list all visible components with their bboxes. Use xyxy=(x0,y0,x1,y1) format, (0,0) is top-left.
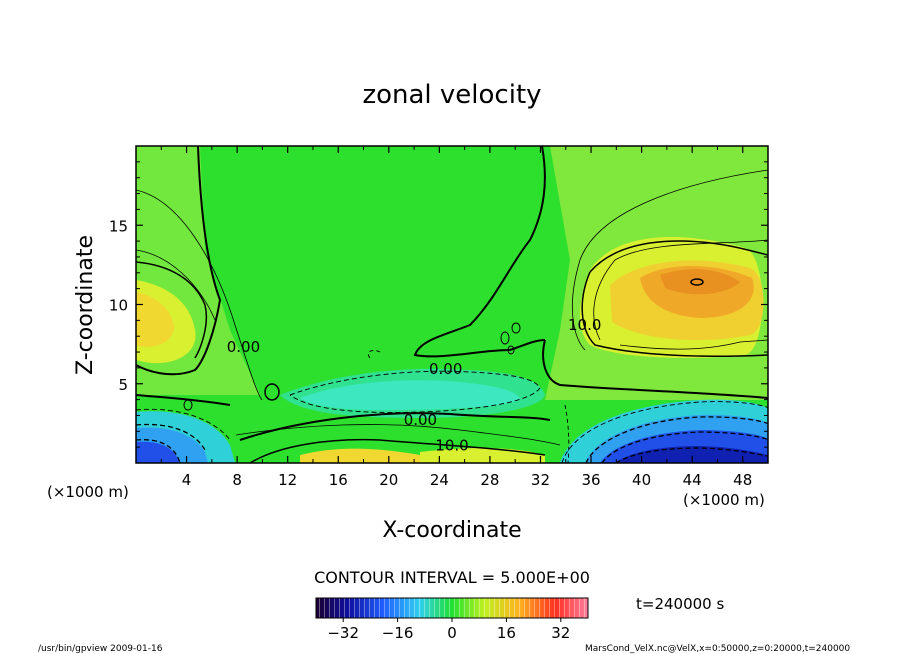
contour-label: 10.0 xyxy=(568,316,601,334)
x-tick-label: 20 xyxy=(379,471,398,489)
x-tick-label: 4 xyxy=(182,471,192,489)
colorbar-tick-label: 0 xyxy=(447,624,457,642)
chart-title: zonal velocity xyxy=(362,80,541,110)
contour-label: 0.00 xyxy=(404,411,437,429)
colorbar-tick-label: 16 xyxy=(497,624,516,642)
colorbar-tick-label: −16 xyxy=(382,624,414,642)
footer-source: MarsCond_VelX.nc@VelX,x=0:50000,z=0:2000… xyxy=(585,644,850,654)
x-unit-label-left: (×1000 m) xyxy=(47,483,129,501)
colorbar-ticks: −32 −16 0 16 32 xyxy=(327,618,570,642)
y-tick-label: 5 xyxy=(118,376,128,394)
contour-label: 0.00 xyxy=(429,360,462,378)
x-tick-label: 40 xyxy=(632,471,651,489)
colorbar-stripes xyxy=(316,598,588,618)
y-axis-title: Z-coordinate xyxy=(73,235,98,375)
y-tick-label: 10 xyxy=(109,297,128,315)
x-tick-label: 32 xyxy=(531,471,550,489)
footer-program: /usr/bin/gpview 2009-01-16 xyxy=(38,644,163,654)
x-axis-title: X-coordinate xyxy=(382,518,521,543)
x-tick-label: 8 xyxy=(232,471,242,489)
contour-interval-label: CONTOUR INTERVAL = 5.000E+00 xyxy=(314,568,590,587)
x-tick-label: 16 xyxy=(329,471,348,489)
x-tick-label: 12 xyxy=(278,471,297,489)
x-axis: 4 8 12 16 20 24 28 32 36 40 44 48 xyxy=(160,146,752,489)
contour-label: 0.00 xyxy=(227,338,260,356)
heatmap-field xyxy=(136,146,768,463)
colorbar-tick-label: −32 xyxy=(327,624,359,642)
x-tick-label: 28 xyxy=(480,471,499,489)
contour-labels: 0.00 0.00 0.00 10.0 10.0 xyxy=(227,316,602,454)
time-label: t=240000 s xyxy=(636,595,724,613)
contour-label: 10.0 xyxy=(435,436,468,454)
y-axis: 5 10 15 xyxy=(109,161,768,448)
x-tick-label: 48 xyxy=(733,471,752,489)
x-tick-label: 44 xyxy=(683,471,702,489)
x-tick-label: 24 xyxy=(430,471,449,489)
x-tick-label: 36 xyxy=(581,471,600,489)
x-unit-label-right: (×1000 m) xyxy=(683,491,765,509)
colorbar-tick-label: 32 xyxy=(551,624,570,642)
y-tick-label: 15 xyxy=(109,217,128,235)
